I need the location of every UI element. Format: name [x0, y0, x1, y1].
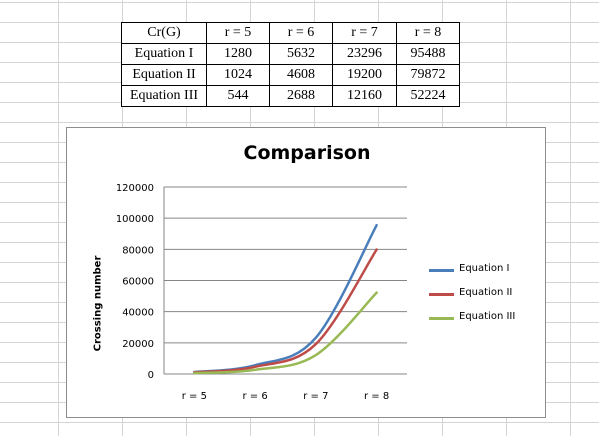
legend-item: Equation I	[429, 262, 539, 286]
table-cell[interactable]: 79872	[396, 64, 460, 86]
y-tick-label: 100000	[116, 214, 154, 225]
table-header-cell[interactable]: r = 8	[396, 22, 460, 44]
chart-plot: 0 20000 40000 60000 80000 100000 120000 r = 5 r …	[116, 183, 407, 402]
legend-item: Equation II	[429, 286, 539, 310]
series-line	[193, 291, 378, 375]
table-cell[interactable]: 1280	[206, 43, 270, 65]
table-cell[interactable]: Equation III	[121, 85, 207, 107]
series-line	[193, 248, 378, 374]
table-cell[interactable]: 1024	[206, 64, 270, 86]
table-cell[interactable]: 19200	[332, 64, 397, 86]
crossing-number-table: Cr(G) r = 5 r = 6 r = 7 r = 8 Equation I…	[121, 22, 460, 107]
table-cell[interactable]: 544	[206, 85, 270, 107]
table-cell[interactable]: 23296	[332, 43, 397, 65]
table-cell[interactable]: 4608	[269, 64, 333, 86]
chart-legend: Equation I Equation II Equation III	[429, 262, 539, 334]
legend-item: Equation III	[429, 310, 539, 334]
table-cell[interactable]: 5632	[269, 43, 333, 65]
chart-area[interactable]: 0 20000 40000 60000 80000 100000 120000 r = 5 r …	[66, 127, 546, 418]
table-row: Equation I 1280 5632 23296 95488	[121, 43, 460, 65]
x-tick-label: r = 7	[303, 391, 328, 402]
y-axis-title: Crossing number	[92, 255, 104, 352]
x-tick-label: r = 8	[364, 391, 389, 402]
y-tick-label: 20000	[122, 339, 154, 350]
table-cell[interactable]: Equation II	[121, 64, 207, 86]
y-tick-label: 0	[148, 370, 154, 381]
table-cell[interactable]: Equation I	[121, 43, 207, 65]
table-cell[interactable]: 52224	[396, 85, 460, 107]
x-tick-label: r = 6	[243, 391, 268, 402]
x-tick-label: r = 5	[182, 391, 207, 402]
chart-title: Comparison	[243, 142, 371, 164]
legend-label: Equation II	[459, 287, 513, 298]
table-header-cell[interactable]: r = 5	[206, 22, 270, 44]
table-row: Equation III 544 2688 12160 52224	[121, 85, 460, 107]
y-tick-label: 120000	[116, 183, 154, 194]
y-tick-label: 40000	[122, 308, 154, 319]
y-tick-label: 80000	[122, 245, 154, 256]
table-header-cell[interactable]: Cr(G)	[121, 22, 207, 44]
table-cell[interactable]: 12160	[332, 85, 397, 107]
legend-swatch	[429, 293, 454, 296]
table-cell[interactable]: 2688	[269, 85, 333, 107]
legend-label: Equation I	[459, 263, 510, 274]
table-row: Equation II 1024 4608 19200 79872	[121, 64, 460, 86]
y-tick-label: 60000	[122, 277, 154, 288]
legend-label: Equation III	[459, 311, 516, 322]
legend-swatch	[429, 317, 454, 320]
table-header-row: Cr(G) r = 5 r = 6 r = 7 r = 8	[121, 22, 460, 44]
table-header-cell[interactable]: r = 6	[269, 22, 333, 44]
table-header-cell[interactable]: r = 7	[332, 22, 397, 44]
table-cell[interactable]: 95488	[396, 43, 460, 65]
legend-swatch	[429, 269, 454, 272]
